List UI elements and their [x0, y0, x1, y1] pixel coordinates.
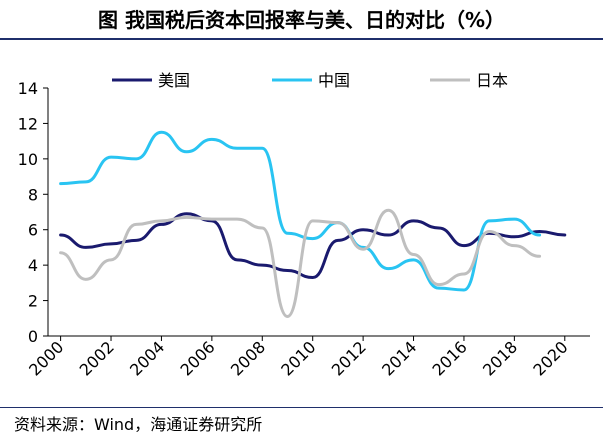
y-tick-label-2: 2 [28, 292, 38, 311]
series-line-1 [59, 130, 542, 292]
x-tick-label-2008: 2008 [227, 337, 269, 379]
y-tick-label-10: 10 [18, 150, 38, 169]
chart-title: 图 我国税后资本回报率与美、日的对比（%） [97, 8, 505, 32]
y-tick-label-8: 8 [28, 185, 38, 204]
x-tick-label-2002: 2002 [76, 337, 118, 379]
chart-area: 0 2 4 6 8 10 12 14 2000 2002 2004 2006 2008 2010 2012 2… [0, 42, 603, 408]
x-tick-label-2004: 2004 [126, 337, 168, 379]
legend-label-1: 中国 [318, 71, 350, 90]
y-tick-label-14: 14 [18, 79, 38, 98]
x-tick-label-2012: 2012 [328, 337, 370, 379]
x-tick-label-2018: 2018 [479, 337, 521, 379]
legend-label-0: 美国 [158, 71, 190, 90]
y-tick-label-12: 12 [18, 114, 38, 133]
y-tick-label-6: 6 [28, 221, 38, 240]
bottom-rule [0, 407, 603, 408]
source-note: 资料来源：Wind，海通证券研究所 [14, 415, 263, 434]
x-tick-label-2016: 2016 [429, 337, 471, 379]
y-tick-label-4: 4 [28, 256, 38, 275]
legend-label-2: 日本 [476, 71, 508, 90]
x-tick-label-2020: 2020 [529, 337, 571, 379]
title-bar: 图 我国税后资本回报率与美、日的对比（%） [0, 0, 603, 40]
series-line-2 [59, 208, 542, 319]
title-rule [0, 38, 603, 40]
x-tick-label-2010: 2010 [277, 337, 319, 379]
x-tick-label-2014: 2014 [378, 337, 420, 379]
x-tick-label-2006: 2006 [176, 337, 218, 379]
y-tick-label-0: 0 [28, 327, 38, 346]
